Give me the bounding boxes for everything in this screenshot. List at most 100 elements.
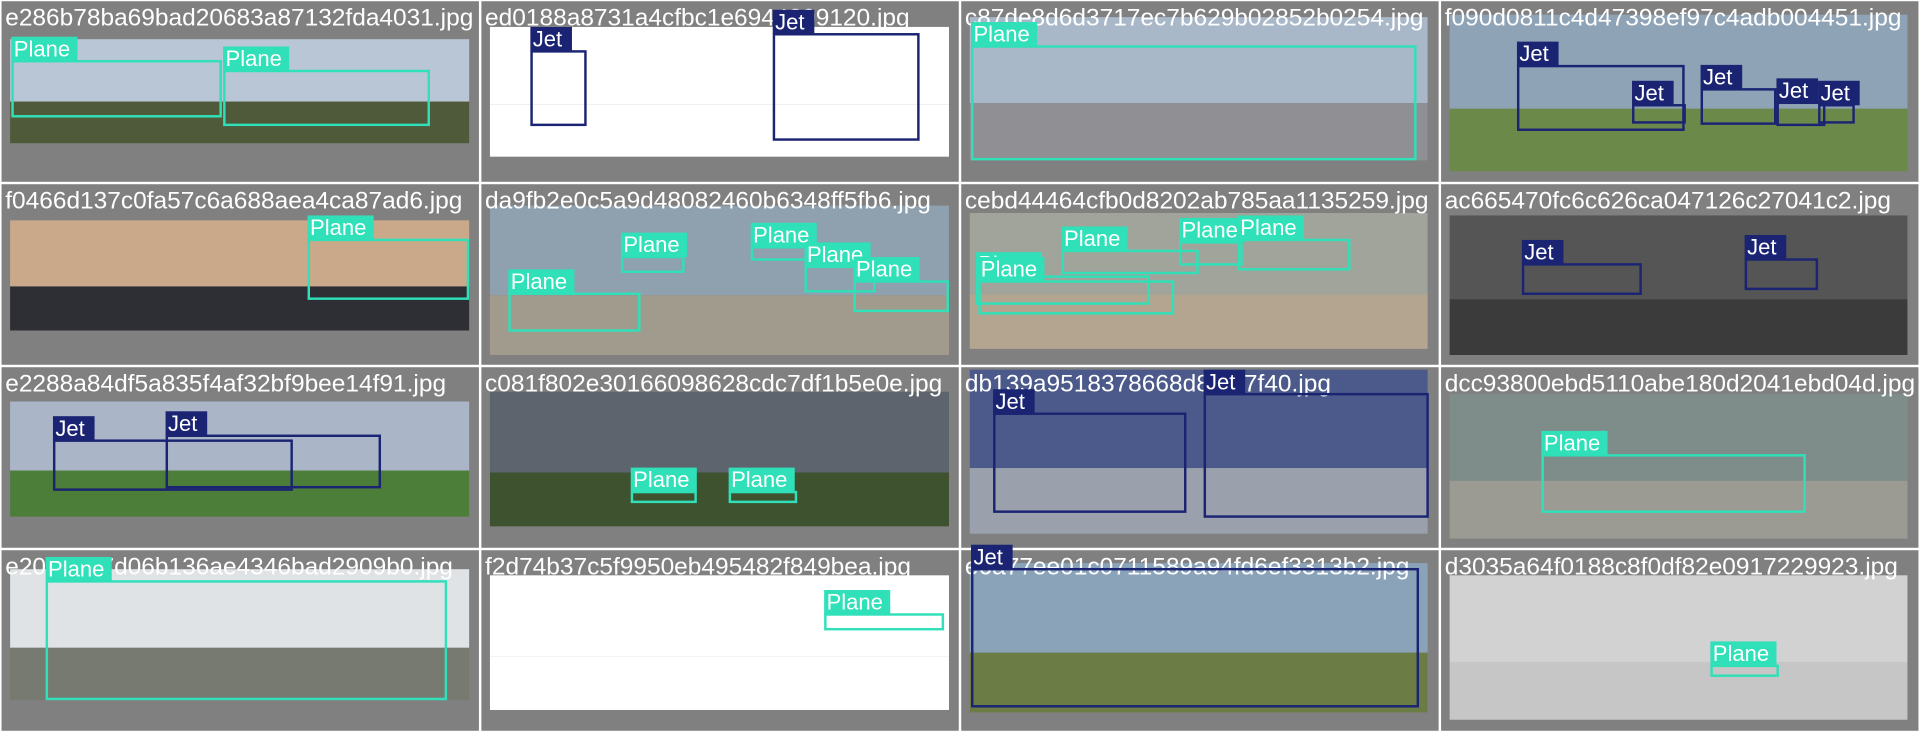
box-label: Plane — [827, 590, 883, 615]
box-label: Jet — [168, 411, 197, 436]
image-ground — [489, 656, 949, 710]
image-ground — [10, 101, 470, 144]
label-tag — [1700, 64, 1743, 90]
label-tag — [1179, 217, 1246, 243]
box-label: Plane — [1182, 217, 1238, 242]
file-name: e6a77ee01c0711589a94fd6ef3313b2.jpg — [965, 554, 1409, 581]
label-tag — [530, 26, 572, 52]
image-sky — [969, 563, 1428, 653]
bounding-box — [1521, 263, 1642, 296]
box-label: Plane — [48, 557, 104, 582]
box-label: Jet — [973, 544, 1002, 569]
box-label: Plane — [633, 467, 689, 492]
label-tag — [1632, 80, 1674, 106]
box-label: Jet — [1524, 240, 1553, 265]
bounding-box — [772, 33, 920, 141]
image-ground — [10, 647, 470, 701]
box-label: Jet — [1634, 80, 1663, 105]
box-label: Plane — [226, 46, 282, 71]
box-label: Plane — [1240, 215, 1296, 240]
bounding-box — [1203, 392, 1429, 518]
box-label: Plane — [753, 222, 809, 247]
bounding-box — [1516, 64, 1685, 131]
image-sky — [1449, 575, 1908, 662]
box-label: Jet — [1703, 64, 1732, 89]
bounding-box — [1541, 454, 1806, 513]
label-tag — [1061, 226, 1128, 251]
bounding-box — [978, 280, 1175, 315]
image-ground — [1449, 480, 1908, 539]
box-label: Plane — [310, 215, 366, 240]
label-tag — [728, 467, 795, 493]
label-tag — [1237, 215, 1304, 240]
label-tag — [772, 9, 815, 35]
file-name: cebd44464cfb0d8202ab785aa1135259.jpg — [965, 188, 1429, 215]
label-tag — [1516, 41, 1559, 67]
bounding-box — [307, 238, 470, 300]
bounding-box — [971, 567, 1420, 708]
box-label: Jet — [775, 9, 804, 34]
bounding-box — [11, 59, 222, 118]
bounding-box — [993, 412, 1187, 513]
box-label: Jet — [1206, 369, 1235, 394]
box-label: Jet — [995, 389, 1024, 414]
box-label: Plane — [1713, 641, 1769, 666]
label-tag — [508, 269, 575, 294]
label-tag — [45, 556, 112, 582]
label-tag — [1776, 78, 1819, 103]
label-tag — [993, 389, 1035, 414]
label-tag — [971, 22, 1038, 47]
box-label: Plane — [623, 232, 679, 257]
file-name: d3035a64f0188c8f0df82e0917229923.jpg — [1445, 554, 1898, 581]
file-name: c87de8d6d3717ec7b629b02852b0254.jpg — [965, 5, 1424, 32]
label-tag — [223, 46, 290, 71]
bounding-box — [223, 69, 430, 127]
image-ground — [10, 470, 470, 517]
label-tag — [620, 232, 688, 258]
file-name: c081f802e30166098628cdc7df1b5e0e.jpg — [485, 371, 942, 398]
file-name: f090d0811c4d47398ef97c4adb004451.jpg — [1445, 5, 1902, 32]
label-tag — [1744, 235, 1787, 260]
box-label: Plane — [731, 467, 787, 492]
image-sky — [969, 17, 1428, 104]
label-tag — [978, 257, 1045, 282]
file-name: f0466d137c0fa57c6a688aea4ca87ad6.jpg — [5, 188, 462, 215]
box-label: Jet — [1779, 78, 1808, 103]
bounding-box — [165, 434, 382, 489]
image-ground — [969, 468, 1428, 534]
box-label: Plane — [14, 36, 70, 61]
bounding-box — [1061, 249, 1199, 275]
label-tag — [165, 411, 208, 436]
image-ground — [489, 104, 949, 157]
image-ground — [969, 103, 1428, 161]
image-ground — [489, 295, 949, 355]
bounding-box — [971, 45, 1417, 161]
file-name: dcc93800ebd5110abe180d2041ebd04d.jpg — [1445, 371, 1915, 398]
image-ground — [10, 286, 470, 331]
box-label: Jet — [1821, 80, 1850, 105]
image-ground — [1449, 661, 1908, 720]
image-ground — [969, 652, 1428, 713]
bounding-box — [45, 580, 448, 701]
label-tag — [1541, 430, 1608, 456]
box-label: Jet — [1747, 235, 1776, 260]
image-ground — [489, 472, 949, 527]
bounding-box — [52, 439, 293, 491]
image-sky — [969, 369, 1428, 469]
label-tag — [52, 416, 95, 441]
file-name: e2288a84df5a835f4af32bf9bee14f91.jpg — [5, 371, 446, 398]
image-sky — [10, 220, 470, 287]
box-label: Plane — [1544, 430, 1600, 455]
label-tag — [307, 215, 374, 240]
image-sky — [1449, 215, 1908, 300]
image-sky — [489, 575, 949, 657]
box-label: Plane — [511, 269, 567, 294]
box-label: Plane — [981, 257, 1037, 282]
bounding-box — [975, 275, 1150, 305]
box-label: Plane — [973, 22, 1029, 47]
box-label: Jet — [55, 416, 84, 441]
image-ground — [1449, 299, 1908, 355]
label-tag — [824, 590, 891, 615]
file-name: f2d74b37c5f9950eb495482f849bea.jpg — [485, 554, 911, 581]
